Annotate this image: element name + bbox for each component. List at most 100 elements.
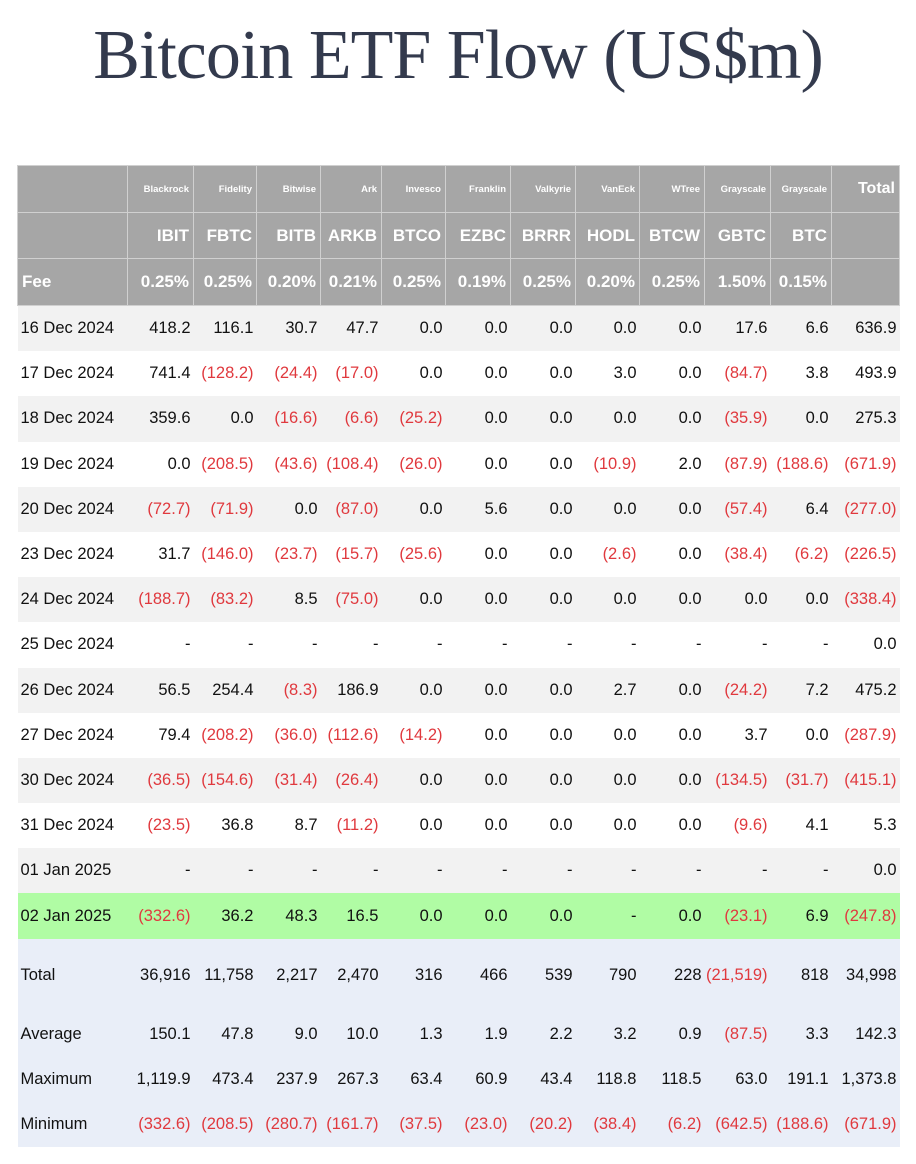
flow-cell: 2.2 bbox=[510, 1011, 576, 1057]
flow-cell: - bbox=[445, 622, 511, 668]
fee-value: 1.50% bbox=[704, 258, 771, 306]
fee-value: 0.25% bbox=[381, 258, 446, 306]
flow-cell: (6.6) bbox=[320, 396, 382, 442]
flow-cell: 0.0 bbox=[639, 893, 705, 939]
header-blank bbox=[831, 212, 900, 259]
flow-cell: 0.0 bbox=[381, 351, 446, 397]
flow-cell: 0.0 bbox=[510, 531, 576, 578]
flow-cell: - bbox=[575, 622, 640, 668]
flow-cell: 3.8 bbox=[770, 351, 832, 397]
flow-cell: (24.4) bbox=[256, 351, 321, 397]
flow-cell: - bbox=[575, 848, 640, 894]
table-row: 23 Dec 2024 31.7 (146.0) (23.7) (15.7) (25.6)… bbox=[17, 531, 900, 578]
row-total-cell: (287.9) bbox=[831, 712, 900, 758]
row-total-cell: 275.3 bbox=[831, 396, 900, 442]
flow-cell: (188.6) bbox=[770, 441, 832, 487]
flow-cell: 0.0 bbox=[381, 305, 446, 352]
flow-cell: 0.0 bbox=[639, 757, 705, 804]
flow-cell: 0.0 bbox=[639, 351, 705, 397]
row-date: 20 Dec 2024 bbox=[17, 486, 128, 532]
flow-cell: 0.0 bbox=[510, 305, 576, 352]
flow-cell: 60.9 bbox=[445, 1056, 511, 1102]
row-total-cell: 34,998 bbox=[831, 938, 900, 1012]
flow-cell: (14.2) bbox=[381, 712, 446, 758]
flow-cell: (128.2) bbox=[193, 351, 257, 397]
flow-cell: 0.0 bbox=[381, 486, 446, 532]
ticker-header: HODL bbox=[575, 212, 640, 259]
flow-cell: 267.3 bbox=[320, 1056, 382, 1102]
flow-cell: (11.2) bbox=[320, 803, 382, 849]
flow-cell: 228 bbox=[639, 938, 705, 1012]
flow-cell: - bbox=[127, 622, 194, 668]
issuer-header: Bitwise bbox=[256, 165, 321, 213]
flow-cell: 0.0 bbox=[445, 667, 511, 713]
flow-cell: (23.1) bbox=[704, 893, 771, 939]
flow-cell: 30.7 bbox=[256, 305, 321, 352]
fee-value: 0.25% bbox=[193, 258, 257, 306]
ticker-header: EZBC bbox=[445, 212, 511, 259]
flow-cell: 150.1 bbox=[127, 1011, 194, 1057]
header-blank bbox=[17, 212, 128, 259]
summary-label: Maximum bbox=[17, 1056, 128, 1102]
row-total-cell: (671.9) bbox=[831, 1101, 900, 1147]
flow-cell: 0.0 bbox=[256, 486, 321, 532]
flow-cell: 47.7 bbox=[320, 305, 382, 352]
ticker-header: GBTC bbox=[704, 212, 771, 259]
flow-cell: - bbox=[193, 622, 257, 668]
flow-cell: 0.0 bbox=[639, 486, 705, 532]
row-total-cell: (226.5) bbox=[831, 531, 900, 578]
flow-cell: 0.0 bbox=[510, 351, 576, 397]
table-row: 02 Jan 2025 (332.6) 36.2 48.3 16.5 0.0 0.0 0.0-… bbox=[17, 893, 900, 939]
issuer-header-row: Blackrock Fidelity Bitwise Ark Invesco F… bbox=[17, 165, 900, 213]
row-total-cell: 493.9 bbox=[831, 351, 900, 397]
flow-cell: 473.4 bbox=[193, 1056, 257, 1102]
flow-cell: (208.5) bbox=[193, 1101, 257, 1147]
ticker-header: BITB bbox=[256, 212, 321, 259]
fee-header-row: Fee 0.25% 0.25% 0.20% 0.21% 0.25% 0.19% … bbox=[17, 258, 900, 306]
flow-cell: 0.0 bbox=[510, 757, 576, 804]
flow-cell: 0.0 bbox=[510, 577, 576, 623]
fee-value: 0.20% bbox=[256, 258, 321, 306]
row-date: 27 Dec 2024 bbox=[17, 712, 128, 758]
table-row: 25 Dec 2024- - - - - - - - - - -0.0 bbox=[17, 622, 900, 668]
issuer-header: WTree bbox=[639, 165, 705, 213]
flow-cell: (6.2) bbox=[770, 531, 832, 578]
row-date: 30 Dec 2024 bbox=[17, 757, 128, 804]
flow-cell: 9.0 bbox=[256, 1011, 321, 1057]
flow-cell: 0.0 bbox=[510, 396, 576, 442]
flow-cell: (6.2) bbox=[639, 1101, 705, 1147]
flow-cell: 0.0 bbox=[575, 396, 640, 442]
flow-cell: 47.8 bbox=[193, 1011, 257, 1057]
table-row: 16 Dec 2024 418.2 116.1 30.7 47.7 0.0 0.0 0.0 0.… bbox=[17, 305, 900, 352]
flow-cell: 818 bbox=[770, 938, 832, 1012]
flow-cell: 3.3 bbox=[770, 1011, 832, 1057]
flow-cell: 8.5 bbox=[256, 577, 321, 623]
flow-cell: (332.6) bbox=[127, 1101, 194, 1147]
flow-cell: - bbox=[575, 893, 640, 939]
row-date: 17 Dec 2024 bbox=[17, 351, 128, 397]
flow-cell: (146.0) bbox=[193, 531, 257, 578]
flow-cell: (24.2) bbox=[704, 667, 771, 713]
flow-cell: 0.0 bbox=[639, 712, 705, 758]
flow-cell: 0.0 bbox=[510, 712, 576, 758]
flow-cell: 0.0 bbox=[575, 305, 640, 352]
ticker-header: BTCW bbox=[639, 212, 705, 259]
flow-cell: 0.0 bbox=[381, 893, 446, 939]
fee-value: 0.25% bbox=[510, 258, 576, 306]
flow-cell: (26.4) bbox=[320, 757, 382, 804]
table-row: 26 Dec 2024 56.5 254.4 (8.3) 186.9 0.0 0.0 0.0 2… bbox=[17, 667, 900, 713]
flow-cell: 36.2 bbox=[193, 893, 257, 939]
flow-cell: 0.0 bbox=[127, 441, 194, 487]
page-title: Bitcoin ETF Flow (US$m) bbox=[93, 17, 824, 94]
flow-cell: 0.0 bbox=[770, 396, 832, 442]
header-blank bbox=[831, 258, 900, 306]
flow-cell: (38.4) bbox=[575, 1101, 640, 1147]
flow-cell: 0.0 bbox=[639, 396, 705, 442]
flow-cell: 0.0 bbox=[575, 486, 640, 532]
summary-row: Minimum (332.6) (208.5) (280.7) (161.7) (37.5… bbox=[17, 1101, 900, 1147]
flow-cell: (25.6) bbox=[381, 531, 446, 578]
flow-cell: 0.0 bbox=[445, 305, 511, 352]
row-total-cell: 475.2 bbox=[831, 667, 900, 713]
flow-cell: - bbox=[320, 848, 382, 894]
flow-cell: (38.4) bbox=[704, 531, 771, 578]
